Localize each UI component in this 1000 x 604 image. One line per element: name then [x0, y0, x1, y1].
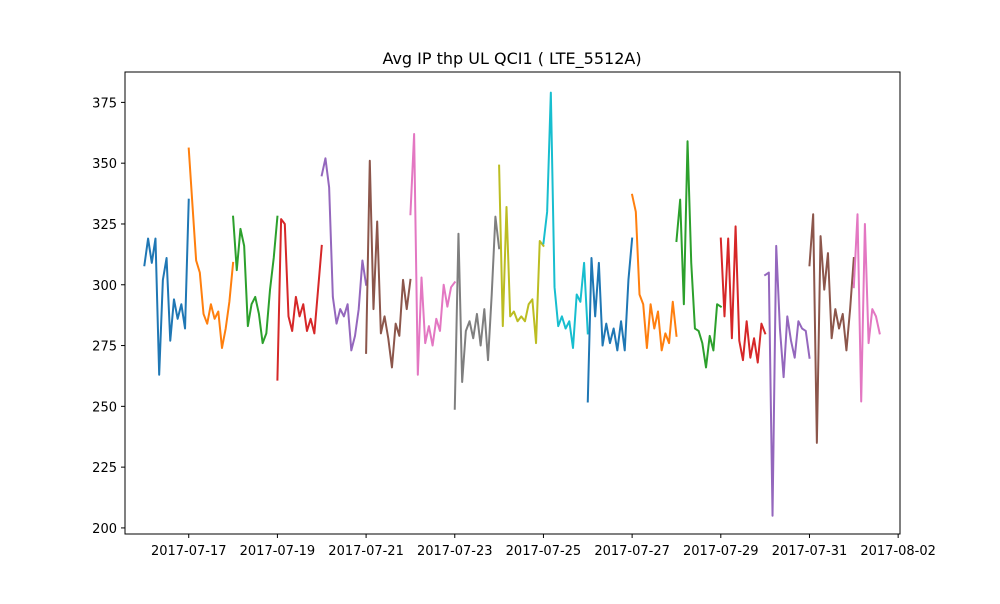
- series-line-2: [187, 147, 235, 349]
- series-line-16: [808, 213, 855, 444]
- series-line-4: [276, 218, 323, 381]
- series-line-13: [675, 140, 723, 369]
- chart-title: Avg IP thp UL QCI1 ( LTE_5512A): [382, 49, 641, 69]
- series-line-15: [763, 244, 811, 517]
- y-tick-label-7: 350: [92, 157, 117, 172]
- y-axis: 200 225 250 275 300 325 350 375: [92, 96, 125, 537]
- x-tick-label-3: 2017-07-21: [328, 544, 404, 559]
- series-line-12: [630, 193, 678, 352]
- x-tick-label-8: 2017-07-31: [772, 544, 848, 559]
- y-tick-label-8: 375: [92, 96, 117, 111]
- x-tick-label-6: 2017-07-27: [594, 544, 670, 559]
- x-tick-label-5: 2017-07-25: [506, 544, 582, 559]
- y-tick-label-3: 250: [92, 400, 117, 415]
- y-tick-label-4: 275: [92, 340, 117, 355]
- series-line-5: [320, 157, 368, 352]
- x-tick-label-7: 2017-07-29: [683, 544, 759, 559]
- x-tick-label-9: 2017-08-02: [860, 544, 936, 559]
- x-tick-label-2: 2017-07-19: [240, 544, 316, 559]
- series-line-7: [409, 133, 457, 376]
- series-line-9: [498, 164, 545, 345]
- x-tick-label-1: 2017-07-17: [151, 544, 227, 559]
- series-line-8: [453, 215, 501, 410]
- y-tick-label-6: 325: [92, 218, 117, 233]
- series-layer: [143, 91, 881, 517]
- plot-area-frame: [124, 71, 901, 535]
- x-axis: 2017-07-17 2017-07-19 2017-07-21 2017-07-23…: [151, 534, 936, 559]
- y-tick-label-1: 200: [92, 522, 117, 537]
- series-line-1: [143, 198, 190, 376]
- y-tick-label-2: 225: [92, 461, 117, 476]
- y-tick-label-5: 300: [92, 279, 117, 294]
- series-line-10: [542, 91, 589, 349]
- x-tick-label-4: 2017-07-23: [417, 544, 493, 559]
- series-line-3: [232, 215, 279, 345]
- series-line-17: [852, 213, 881, 403]
- series-line-11: [586, 237, 634, 403]
- series-line-6: [365, 159, 412, 369]
- series-line-14: [719, 225, 767, 364]
